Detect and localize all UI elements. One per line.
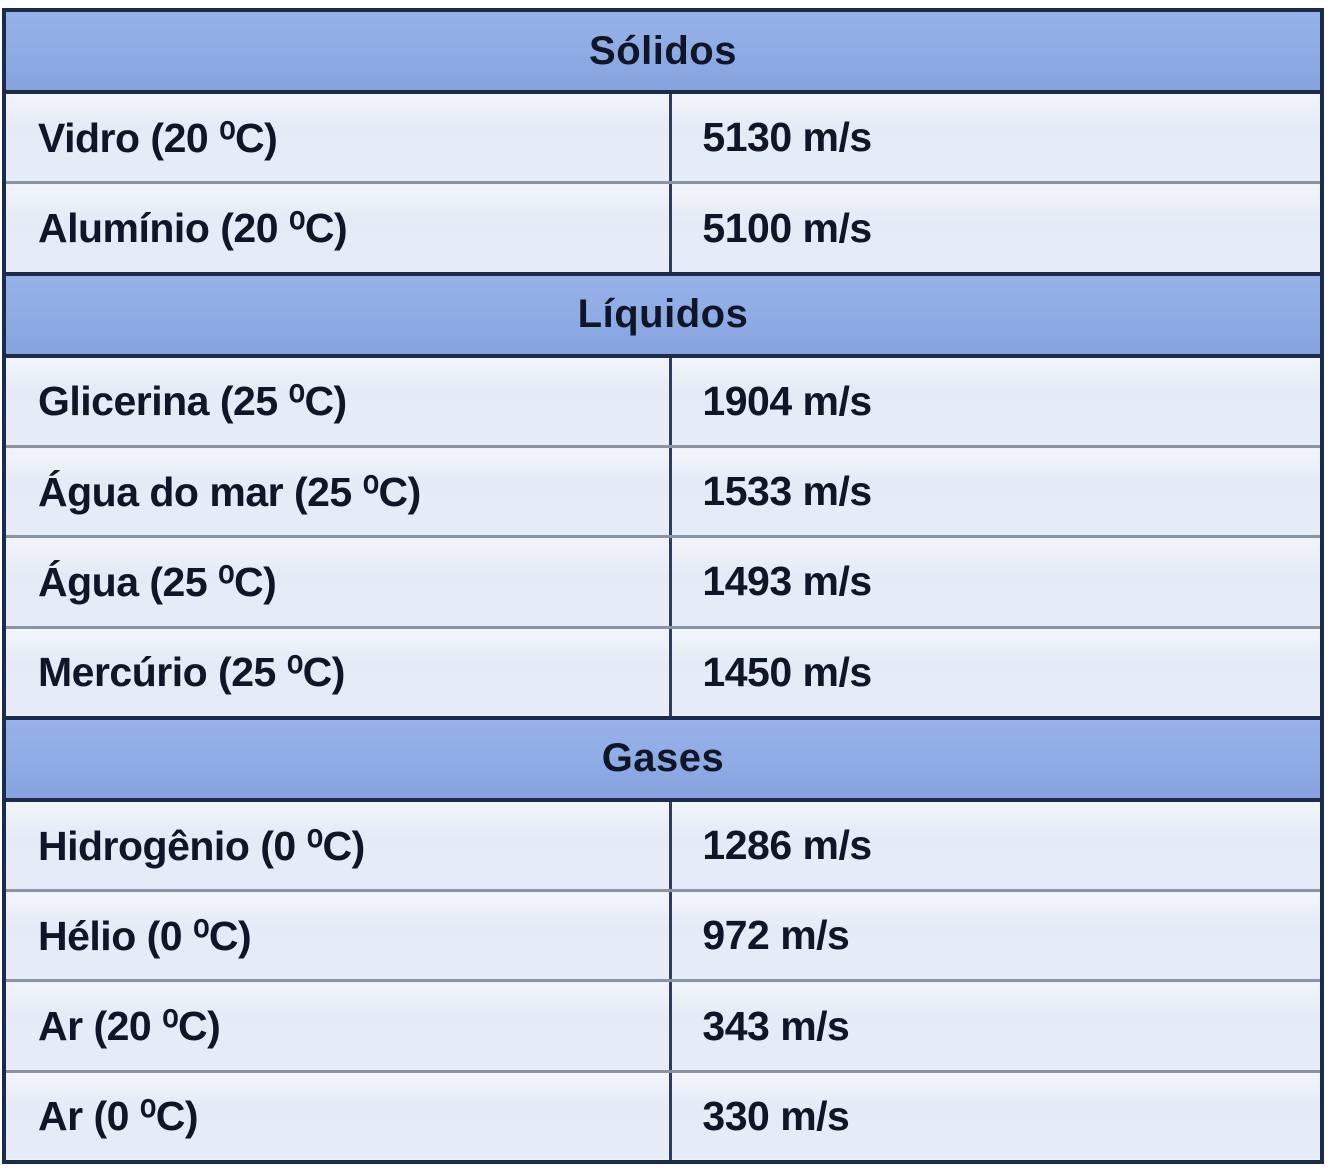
section-header-label: Líquidos — [4, 271, 1322, 358]
section-header-gases: Gases — [4, 715, 1322, 803]
table-row: Vidro (20 ⁰C) 5130 m/s — [4, 92, 1322, 185]
material-cell: Hélio (0 ⁰C) — [4, 890, 671, 983]
table-row: Água (25 ⁰C) 1493 m/s — [4, 536, 1322, 629]
speed-cell: 1493 m/s — [669, 536, 1322, 629]
material-cell: Glicerina (25 ⁰C) — [4, 355, 671, 449]
speed-cell: 1904 m/s — [669, 355, 1322, 449]
material-cell: Água do mar (25 ⁰C) — [4, 446, 671, 539]
table-row: Glicerina (25 ⁰C) 1904 m/s — [4, 355, 1322, 449]
material-cell: Mercúrio (25 ⁰C) — [4, 627, 671, 720]
speed-cell: 1286 m/s — [669, 800, 1322, 893]
speed-cell: 1450 m/s — [669, 627, 1322, 720]
speed-cell: 330 m/s — [669, 1071, 1322, 1164]
table-row: Hidrogênio (0 ⁰C) 1286 m/s — [4, 800, 1322, 893]
speed-cell: 343 m/s — [669, 980, 1322, 1073]
section-header-label: Sólidos — [4, 7, 1322, 95]
material-cell: Água (25 ⁰C) — [4, 536, 671, 629]
table-row: Mercúrio (25 ⁰C) 1450 m/s — [4, 627, 1322, 720]
speed-cell: 5130 m/s — [669, 92, 1322, 185]
speed-cell: 1533 m/s — [669, 446, 1322, 539]
table-row: Água do mar (25 ⁰C) 1533 m/s — [4, 446, 1322, 539]
table-row: Ar (0 ⁰C) 330 m/s — [4, 1071, 1322, 1164]
table-row: Alumínio (20 ⁰C) 5100 m/s — [4, 182, 1322, 276]
table-row: Hélio (0 ⁰C) 972 m/s — [4, 890, 1322, 983]
speed-of-sound-table: Sólidos Vidro (20 ⁰C) 5130 m/s Alumínio … — [2, 7, 1324, 1164]
material-cell: Vidro (20 ⁰C) — [4, 92, 671, 185]
section-header-solidos: Sólidos — [4, 7, 1322, 95]
table-row: Ar (20 ⁰C) 343 m/s — [4, 980, 1322, 1073]
material-cell: Hidrogênio (0 ⁰C) — [4, 800, 671, 893]
material-cell: Alumínio (20 ⁰C) — [4, 182, 671, 276]
material-cell: Ar (20 ⁰C) — [4, 980, 671, 1073]
speed-cell: 972 m/s — [669, 890, 1322, 983]
speed-cell: 5100 m/s — [669, 182, 1322, 276]
material-cell: Ar (0 ⁰C) — [4, 1071, 671, 1164]
section-header-liquidos: Líquidos — [4, 271, 1322, 358]
section-header-label: Gases — [4, 715, 1322, 803]
